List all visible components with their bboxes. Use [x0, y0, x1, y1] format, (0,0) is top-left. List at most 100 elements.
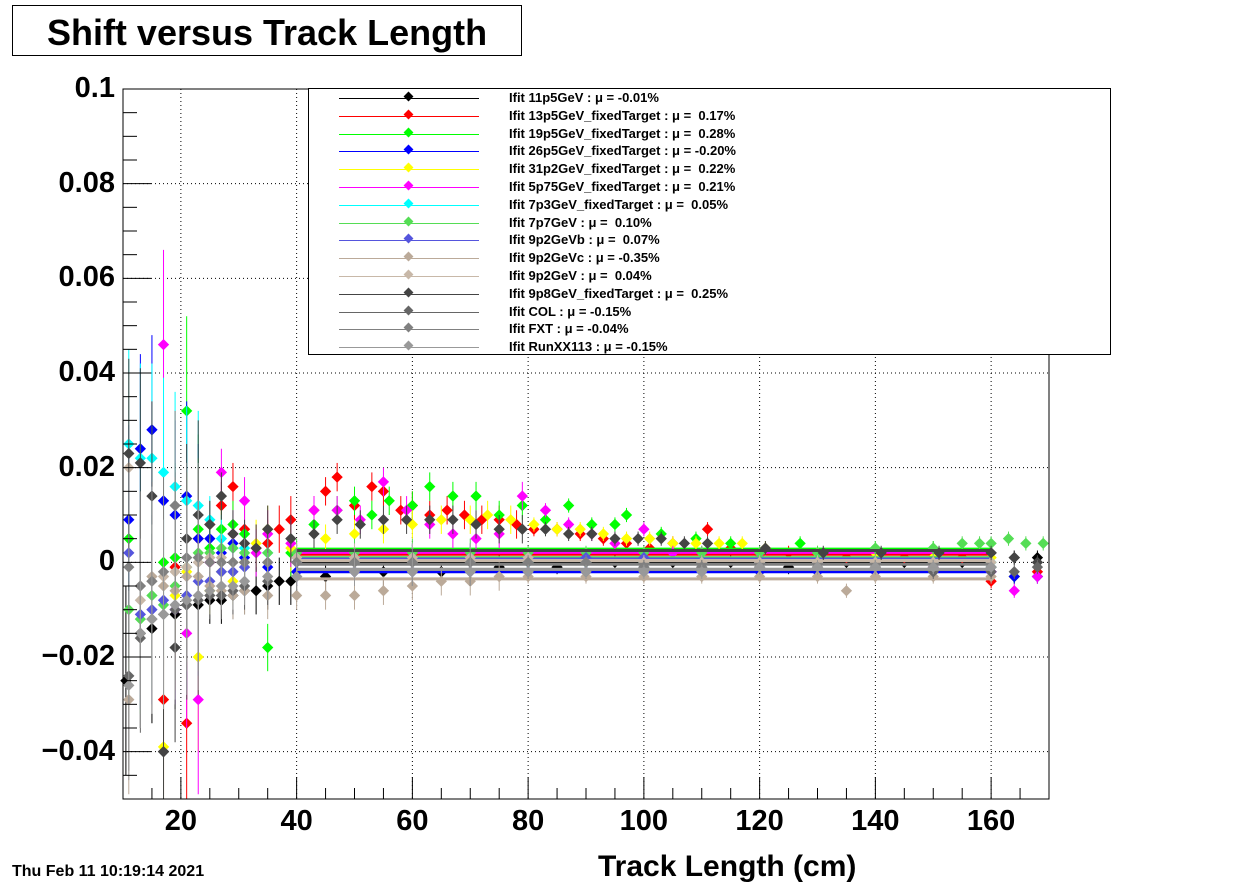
legend-marker-icon — [403, 287, 414, 298]
data-point — [985, 537, 997, 550]
data-point — [516, 490, 528, 502]
data-point — [794, 537, 806, 550]
legend-item: Ifit 11p5GeV : μ = -0.01% — [309, 90, 1110, 107]
data-point — [181, 594, 193, 606]
data-point — [250, 585, 262, 597]
data-point — [192, 693, 204, 706]
legend-item: Ifit COL : μ = -0.15% — [309, 304, 1110, 321]
data-point — [383, 495, 395, 507]
data-point — [620, 509, 633, 521]
series-group — [123, 458, 997, 710]
legend-label: Ifit 9p8GeV_fixedTarget : μ = 0.25% — [509, 285, 729, 301]
series-group — [123, 316, 1044, 672]
legend-label: Ifit 9p2GeVc : μ = -0.35% — [509, 250, 660, 266]
y-tick-label: −0.02 — [41, 640, 115, 672]
data-point — [551, 523, 563, 535]
data-point — [586, 528, 598, 540]
legend-item: Ifit FXT : μ = -0.04% — [309, 321, 1110, 338]
data-point — [528, 518, 540, 531]
data-point — [331, 514, 343, 526]
data-point — [690, 537, 702, 550]
data-point — [562, 528, 575, 540]
legend-label: Ifit 13p5GeV_fixedTarget : μ = 0.17% — [509, 107, 736, 123]
data-point — [973, 537, 986, 550]
data-point — [215, 490, 228, 502]
data-point — [366, 509, 378, 521]
legend-marker-icon — [403, 269, 414, 280]
data-point — [308, 528, 320, 540]
data-point — [609, 533, 621, 545]
data-point — [956, 537, 968, 550]
y-tick-label: 0 — [98, 545, 115, 578]
y-tick-label: 0.02 — [58, 450, 115, 483]
legend-item: Ifit 31p2GeV_fixedTarget : μ = 0.22% — [309, 161, 1110, 178]
data-point — [331, 471, 343, 483]
data-point — [586, 518, 598, 531]
data-point — [1037, 537, 1049, 550]
data-point — [1008, 585, 1020, 597]
x-tick-label: 40 — [280, 805, 313, 837]
legend: Ifit 11p5GeV : μ = -0.01% Ifit 13p5GeV_fi… — [308, 88, 1111, 355]
legend-label: Ifit 5p75GeV_fixedTarget : μ = 0.21% — [509, 179, 736, 194]
series-group — [123, 505, 1044, 771]
data-point — [424, 480, 436, 493]
data-point — [840, 585, 853, 597]
data-point — [273, 523, 285, 535]
data-point — [539, 514, 552, 526]
legend-marker-icon — [403, 322, 414, 333]
data-point — [701, 537, 714, 550]
data-point — [123, 561, 135, 573]
data-point — [146, 613, 158, 625]
legend-marker-icon — [403, 180, 414, 191]
data-point — [400, 514, 413, 526]
data-point — [290, 589, 303, 602]
data-point — [348, 566, 361, 578]
data-point — [435, 514, 447, 526]
data-point — [539, 523, 552, 535]
data-point — [348, 528, 361, 540]
data-point — [290, 570, 303, 583]
data-point — [481, 509, 494, 521]
data-point — [505, 514, 517, 526]
data-point — [123, 447, 135, 460]
data-point — [215, 580, 228, 592]
series-group — [123, 500, 997, 781]
data-point — [227, 528, 239, 540]
data-point — [377, 514, 390, 526]
data-point — [157, 466, 170, 479]
data-point — [1002, 533, 1015, 545]
data-point — [667, 537, 679, 550]
axis-ticks — [122, 88, 1050, 800]
data-point — [470, 518, 482, 531]
x-tick-label: 60 — [396, 805, 429, 837]
legend-marker-icon — [403, 233, 414, 244]
legend-marker-icon — [403, 340, 414, 351]
legend-marker-icon — [403, 216, 414, 227]
data-point — [366, 480, 378, 493]
data-point — [447, 514, 459, 526]
data-point — [1031, 570, 1044, 583]
legend-item: Ifit 19p5GeV_fixedTarget : μ = 0.28% — [309, 126, 1110, 143]
legend-item: Ifit RunXX113 : μ = -0.15% — [309, 339, 1110, 356]
legend-label: Ifit RunXX113 : μ = -0.15% — [509, 339, 668, 355]
data-point — [157, 338, 170, 351]
x-tick-label: 100 — [619, 805, 669, 837]
data-point — [441, 504, 453, 516]
data-point — [308, 504, 320, 516]
legend-label: Ifit 19p5GeV_fixedTarget : μ = 0.28% — [509, 125, 736, 141]
y-tick-label: 0.1 — [74, 72, 115, 104]
data-point — [262, 570, 274, 583]
series-group — [157, 444, 1044, 799]
data-point — [227, 580, 239, 592]
legend-label: Ifit 7p3GeV_fixedTarget : μ = 0.05% — [509, 196, 729, 212]
series-group — [157, 477, 997, 799]
data-point — [638, 523, 650, 535]
y-tick-label: −0.04 — [41, 734, 115, 767]
chart-title: Shift versus Track Length — [46, 12, 488, 53]
legend-item: Ifit 9p2GeV : μ = 0.04% — [309, 268, 1110, 285]
data-point — [562, 518, 575, 531]
legend-item: Ifit 5p75GeV_fixedTarget : μ = 0.21% — [309, 179, 1110, 196]
legend-item: Ifit 26p5GeV_fixedTarget : μ = -0.20% — [309, 143, 1110, 160]
legend-label: Ifit FXT : μ = -0.04% — [509, 321, 629, 337]
